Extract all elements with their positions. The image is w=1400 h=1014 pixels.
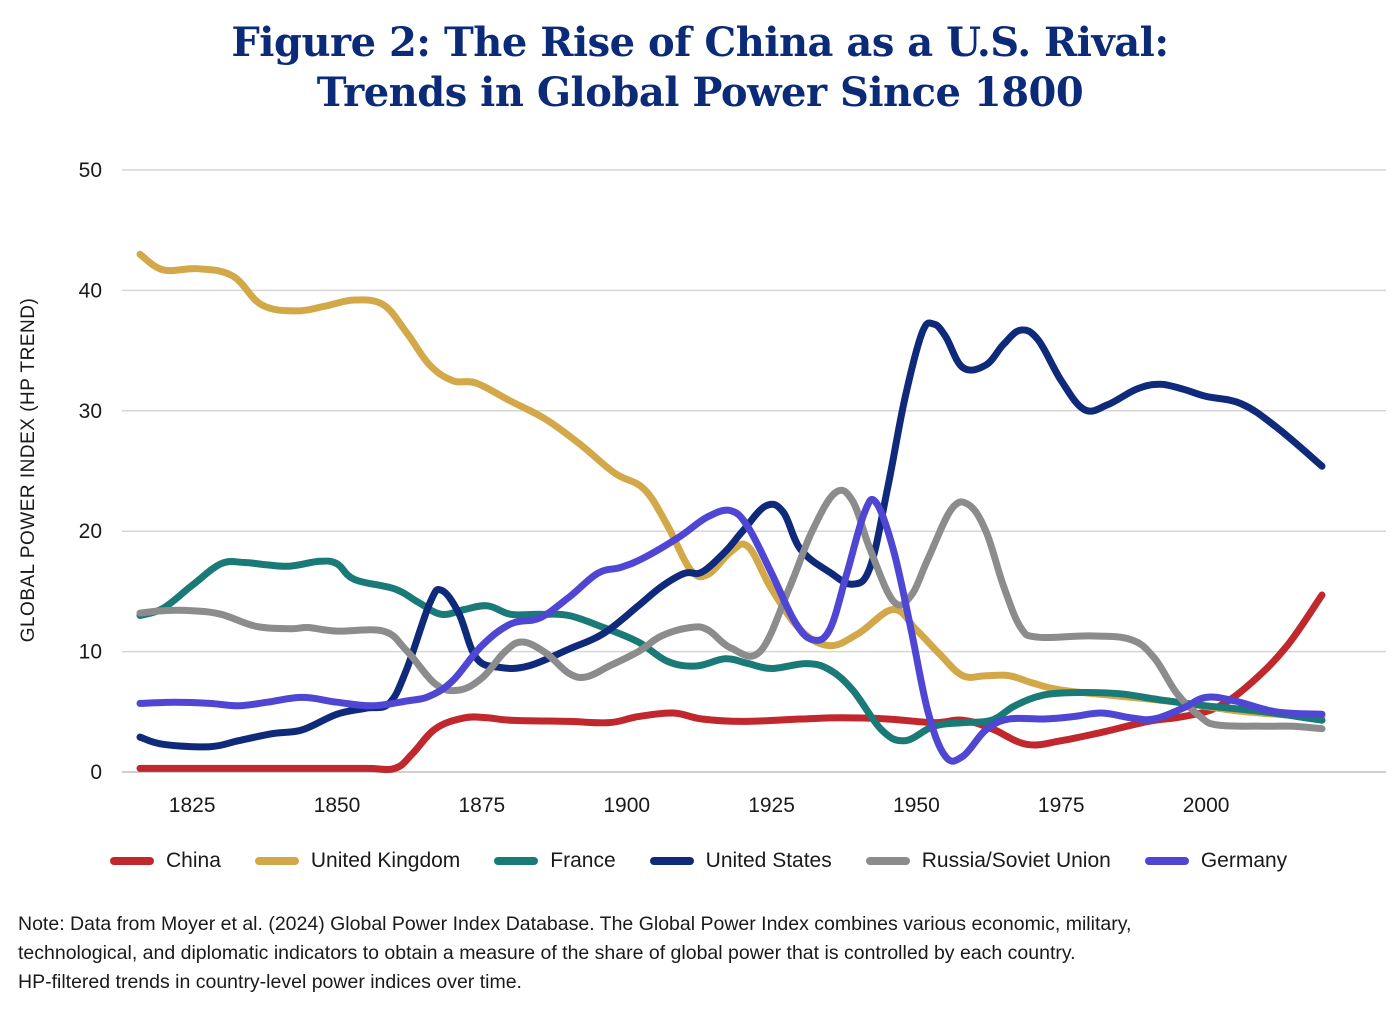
x-axis-ticks: 1825 1850 1875 1900 1925 1950 1975 2000 (169, 794, 1230, 817)
series-line-russia-soviet-union (136, 486, 1326, 733)
x-tick-label: 1875 (458, 794, 505, 817)
y-axis-label: GLOBAL POWER INDEX (HP TREND) (18, 298, 39, 643)
legend-label: China (166, 849, 221, 872)
series-line-germany (136, 495, 1326, 765)
legend-item: Germany (1144, 849, 1288, 873)
note-line-3: HP-filtered trends in country-level powe… (18, 971, 522, 993)
legend-label: United Kingdom (310, 849, 461, 872)
legend-item: Russia/Soviet Union (865, 849, 1111, 873)
legend-item: France (494, 849, 616, 873)
legend-label: France (550, 849, 616, 872)
legend-label: Germany (1200, 849, 1288, 872)
legend-swatch (254, 857, 299, 865)
legend-label: United States (705, 849, 832, 872)
legend-swatch (1144, 857, 1189, 865)
note-line-1: Note: Data from Moyer et al. (2024) Glob… (18, 913, 1132, 935)
y-tick-label: 0 (90, 761, 102, 784)
legend-item: China (110, 849, 221, 873)
y-tick-label: 40 (79, 279, 102, 302)
series-line-united-states (136, 319, 1326, 751)
legend-label: Russia/Soviet Union (921, 849, 1111, 872)
y-tick-label: 10 (79, 641, 102, 664)
legend-item: United Kingdom (254, 849, 461, 873)
series-line-france (136, 557, 1326, 745)
note-line-2: technological, and diplomatic indicators… (18, 942, 1076, 964)
x-tick-label: 1850 (314, 794, 361, 817)
series-lines (136, 250, 1326, 774)
series-line-china (136, 591, 1326, 774)
legend-swatch (494, 857, 539, 865)
legend-swatch (649, 857, 694, 865)
chart-title-line-1: Figure 2: The Rise of China as a U.S. Ri… (231, 19, 1169, 66)
x-tick-label: 1825 (169, 794, 216, 817)
chart-note: Note: Data from Moyer et al. (2024) Glob… (18, 910, 1388, 997)
legend-item: United States (649, 849, 832, 873)
y-tick-label: 50 (79, 159, 102, 182)
chart-title-line-2: Trends in Global Power Since 1800 (316, 69, 1084, 116)
chart-title: Figure 2: The Rise of China as a U.S. Ri… (0, 18, 1400, 118)
legend: China United Kingdom France United States Ru… (110, 846, 1321, 876)
legend-swatch (865, 857, 910, 865)
gridlines (122, 169, 1386, 653)
x-tick-label: 2000 (1183, 794, 1230, 817)
x-tick-label: 1975 (1038, 794, 1085, 817)
y-tick-label: 30 (79, 400, 102, 423)
x-tick-label: 1925 (748, 794, 795, 817)
y-axis-ticks: 0 10 20 30 40 50 (79, 159, 102, 784)
x-tick-label: 1900 (603, 794, 650, 817)
y-tick-label: 20 (79, 520, 102, 543)
legend-swatch (110, 857, 154, 865)
line-chart: 0 10 20 30 40 50 1825 1850 1875 1900 1925 1950 1975… (18, 159, 1386, 817)
x-tick-label: 1950 (893, 794, 940, 817)
